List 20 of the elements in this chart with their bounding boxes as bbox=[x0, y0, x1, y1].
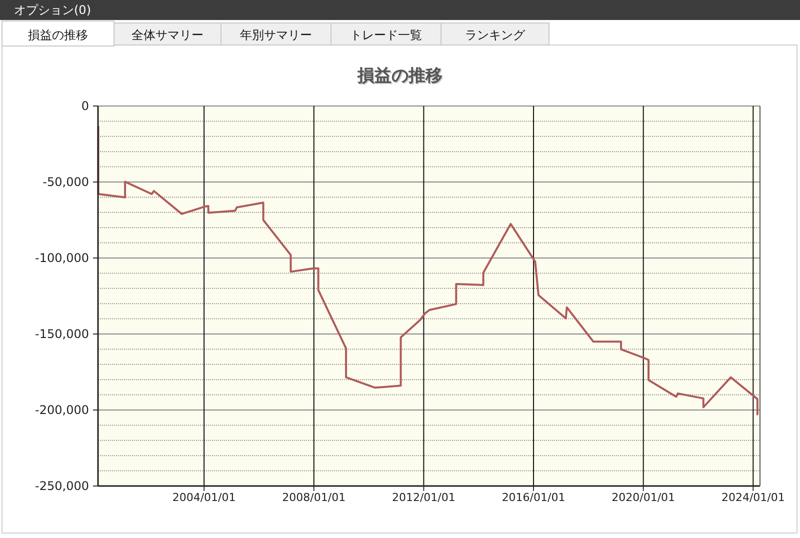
text: トレード一覧 bbox=[350, 28, 422, 42]
y-tick-label: -150,000 bbox=[35, 327, 89, 341]
x-tick-label: 2012/01/01 bbox=[392, 491, 456, 504]
y-tick-label: -50,000 bbox=[42, 175, 89, 189]
line-series bbox=[97, 126, 758, 416]
x-tick-label: 2008/01/01 bbox=[282, 491, 346, 504]
text: ランキング bbox=[465, 28, 526, 42]
chart-title: 損益の推移 bbox=[358, 67, 444, 87]
y-tick-label: 0 bbox=[81, 99, 89, 113]
x-tick-label: 2016/01/01 bbox=[502, 491, 566, 504]
y-tick-label: -250,000 bbox=[35, 479, 89, 493]
text: オプション(0) bbox=[14, 3, 91, 17]
x-tick-label: 2024/01/01 bbox=[721, 491, 785, 504]
y-tick-label: -100,000 bbox=[35, 251, 89, 265]
text: 年別サマリー bbox=[240, 28, 312, 42]
x-tick-label: 2020/01/01 bbox=[612, 491, 676, 504]
x-tick-label: 2004/01/01 bbox=[172, 491, 236, 504]
text: 全体サマリー bbox=[132, 28, 204, 42]
y-tick-label: -200,000 bbox=[35, 403, 89, 417]
text: 損益の推移 bbox=[28, 28, 88, 42]
